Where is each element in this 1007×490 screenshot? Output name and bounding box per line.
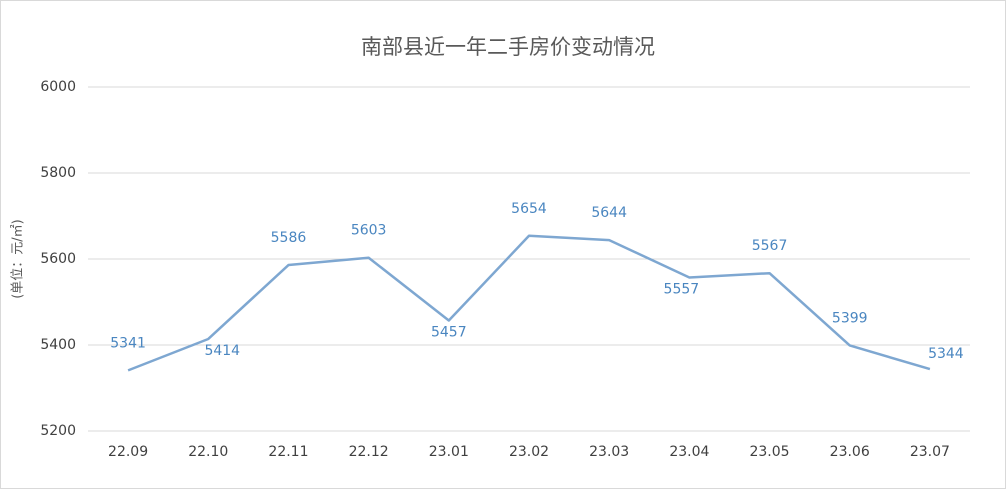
y-tick-label: 5400 [40,337,76,353]
data-label: 5603 [351,223,387,239]
x-tick-label: 23.03 [589,444,629,460]
x-tick-label: 22.11 [268,444,308,460]
data-label: 5457 [431,324,467,340]
y-tick-label: 5800 [40,165,76,181]
x-tick-label: 23.04 [669,444,709,460]
x-tick-label: 23.01 [429,444,469,460]
chart-title: 南部县近一年二手房价变动情况 [361,35,655,59]
x-tick-label: 22.12 [349,444,389,460]
data-label: 5341 [110,335,146,351]
x-tick-label: 23.05 [749,444,789,460]
data-label: 5567 [752,238,788,254]
x-tick-label: 23.07 [910,444,950,460]
data-label: 5586 [271,230,307,246]
data-label: 5557 [664,281,700,297]
x-tick-label: 23.06 [830,444,870,460]
line [127,234,931,372]
data-label: 5344 [928,346,964,362]
y-tick-label: 6000 [40,79,76,95]
data-label: 5399 [832,310,868,326]
data-label: 5654 [511,201,547,217]
x-tick-label: 22.10 [188,444,228,460]
x-tick-label: 23.02 [509,444,549,460]
y-axis-label: (单位：元/㎡) [11,219,26,299]
y-tick-label: 5600 [40,251,76,267]
data-label: 5644 [591,205,627,221]
y-tick-label: 5200 [40,423,76,439]
data-label: 5414 [204,343,240,359]
x-tick-label: 22.09 [108,444,148,460]
